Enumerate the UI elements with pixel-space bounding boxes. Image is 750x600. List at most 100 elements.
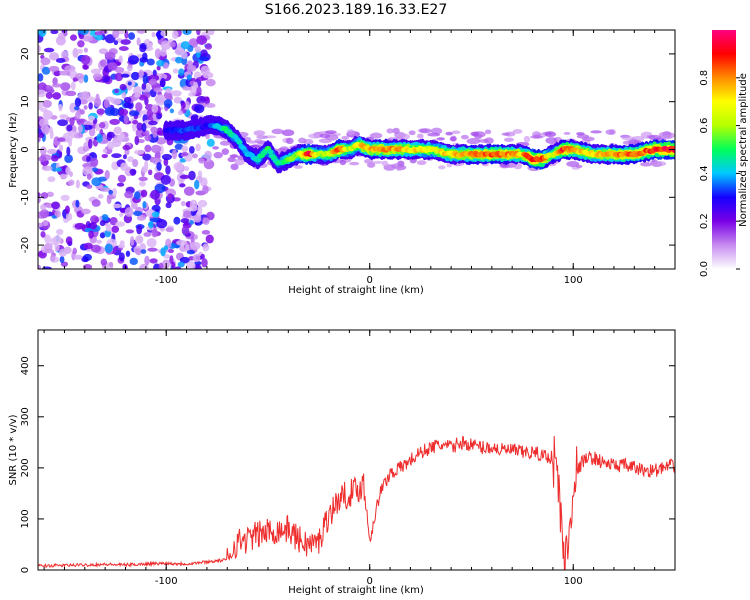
halo-blob — [470, 131, 480, 137]
noise-blob — [52, 92, 62, 100]
noise-blob — [101, 75, 111, 83]
halo-blob — [484, 129, 492, 135]
halo-blob — [381, 160, 389, 167]
noise-blob — [133, 210, 143, 217]
noise-blob — [202, 243, 210, 252]
noise-blob — [181, 57, 188, 66]
noise-blob — [64, 205, 70, 214]
colorbar-tick-label: 0.2 — [699, 213, 710, 229]
noise-blob — [66, 124, 73, 132]
noise-blob — [181, 51, 188, 60]
noise-blob — [77, 124, 83, 133]
noise-blob — [114, 72, 124, 82]
noise-blob — [46, 202, 54, 209]
halo-blob — [285, 137, 294, 145]
noise-blob — [51, 201, 60, 210]
noise-blob — [44, 242, 53, 251]
noise-blob — [59, 256, 65, 264]
noise-blob — [113, 126, 122, 135]
noise-blob — [125, 250, 131, 257]
noise-blob — [83, 257, 89, 263]
noise-blob — [133, 85, 142, 96]
noise-blob — [156, 219, 168, 229]
halo-blob — [605, 129, 615, 135]
noise-blob — [132, 122, 137, 132]
noise-blob — [154, 48, 162, 59]
colorbar-tick-label: 0.8 — [699, 70, 710, 86]
noise-blob — [76, 119, 84, 124]
halo-blob — [419, 128, 432, 134]
noise-blob — [173, 162, 184, 171]
noise-blob — [38, 102, 44, 111]
halo-blob — [256, 135, 269, 140]
halo-blob — [227, 156, 236, 163]
noise-blob — [144, 255, 150, 266]
noise-blob — [134, 135, 140, 146]
noise-blob — [72, 47, 79, 58]
noise-blob — [172, 68, 179, 74]
noise-blob — [75, 72, 85, 80]
spectrogram-xtick-label: -100 — [155, 275, 178, 286]
noise-blob — [174, 49, 181, 54]
noise-blob — [72, 247, 78, 255]
snr-ytick-label: 400 — [20, 356, 31, 375]
noise-blob — [136, 37, 141, 46]
noise-blob — [156, 127, 164, 136]
noise-blob — [83, 74, 89, 83]
noise-blob — [194, 179, 200, 190]
noise-blob — [38, 196, 41, 204]
noise-blob — [105, 223, 112, 232]
noise-blob — [204, 96, 210, 106]
noise-blob — [128, 32, 136, 40]
halo-blob — [254, 138, 263, 143]
noise-blob — [70, 34, 78, 41]
noise-blob — [136, 214, 147, 221]
noise-blob — [56, 228, 64, 236]
noise-blob — [38, 222, 44, 228]
noise-blob — [133, 191, 141, 200]
noise-blob — [146, 58, 155, 66]
noise-blob — [135, 235, 144, 245]
noise-blob — [194, 46, 202, 53]
snr-ytick-label: 300 — [20, 407, 31, 426]
noise-blob — [69, 69, 78, 80]
noise-blob — [75, 179, 80, 189]
noise-blob — [196, 76, 206, 82]
noise-blob — [142, 74, 149, 85]
noise-blob — [143, 232, 152, 237]
noise-blob — [88, 230, 94, 239]
noise-blob — [96, 133, 103, 143]
halo-blob — [523, 135, 531, 143]
noise-blob — [59, 173, 68, 179]
noise-blob — [64, 154, 73, 163]
noise-blob — [91, 177, 102, 187]
noise-blob — [149, 217, 161, 222]
noise-blob — [40, 146, 47, 156]
halo-blob — [445, 131, 453, 136]
noise-blob — [120, 39, 131, 45]
noise-blob — [175, 56, 183, 64]
noise-blob — [110, 98, 122, 105]
noise-blob — [83, 47, 88, 53]
noise-blob — [188, 170, 196, 181]
halo-blob — [397, 133, 410, 140]
noise-blob — [193, 215, 202, 223]
halo-blob — [372, 160, 384, 164]
noise-blob — [136, 30, 146, 34]
noise-blob — [141, 122, 147, 133]
noise-blob — [112, 30, 120, 39]
noise-blob — [86, 121, 91, 126]
noise-blob — [111, 153, 122, 159]
noise-blob — [169, 255, 174, 264]
noise-blob — [38, 132, 45, 139]
spectrogram-ytick-label: 10 — [20, 95, 31, 108]
noise-blob — [148, 120, 158, 126]
noise-blob — [176, 239, 188, 246]
noise-blob — [147, 247, 158, 252]
noise-blob — [179, 183, 186, 188]
noise-blob — [68, 179, 75, 186]
noise-blob — [183, 186, 195, 196]
noise-blob — [171, 149, 178, 160]
noise-blob — [109, 261, 114, 268]
noise-blob — [73, 254, 83, 260]
